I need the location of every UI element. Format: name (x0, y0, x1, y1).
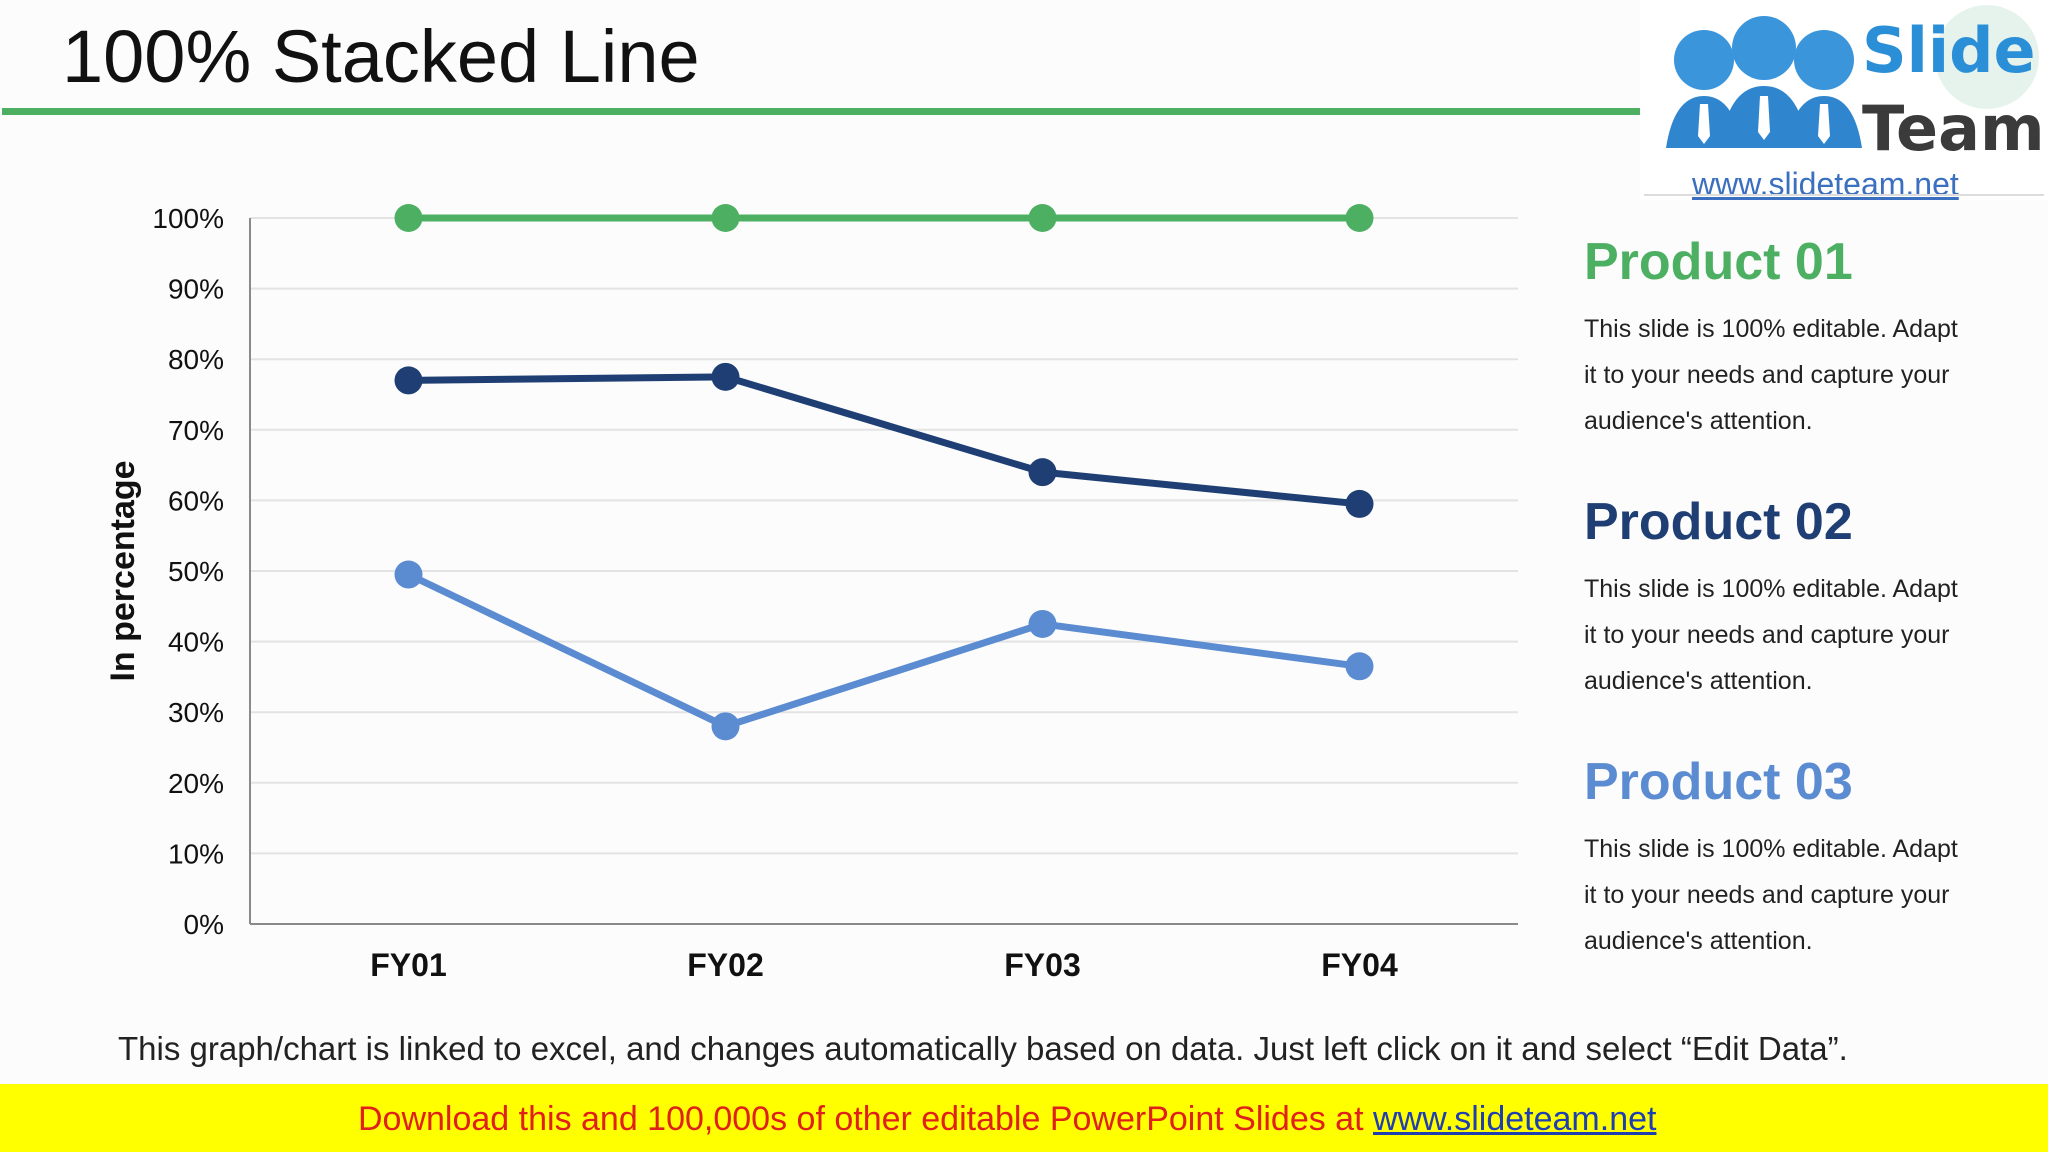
product-02-desc-line-3: audience's attention. (1584, 658, 2024, 704)
product-02-desc-line-1: This slide is 100% editable. Adapt (1584, 566, 2024, 612)
series-2 (395, 363, 1374, 518)
y-tick-label: 40% (168, 627, 224, 658)
product-03-desc-line-2: it to your needs and capture your (1584, 872, 2024, 918)
slideteam-logo: Slide Team www.slideteam.net (1640, 0, 2048, 200)
data-point[interactable] (395, 204, 423, 232)
stacked-line-chart[interactable]: 0%10%20%30%40%50%60%70%80%90%100% FY01 FY… (0, 0, 1560, 1010)
series-1 (395, 204, 1374, 232)
series-3 (395, 561, 1374, 741)
product-03-description: This slide is 100% editable. Adapt it to… (1584, 826, 2024, 964)
y-tick-label: 90% (168, 274, 224, 305)
data-point[interactable] (1346, 652, 1374, 680)
data-point[interactable] (395, 561, 423, 589)
y-tick-labels: 0% 10% 20% 30% 40% 50% 60% 70% 80% 90% 100% (152, 203, 224, 940)
product-03-title: Product 03 (1584, 752, 1853, 812)
data-point[interactable] (712, 204, 740, 232)
logo-url-link[interactable]: www.slideteam.net (1692, 166, 1959, 203)
data-point[interactable] (1346, 204, 1374, 232)
gridlines (250, 218, 1518, 853)
y-tick-label: 10% (168, 838, 224, 869)
banner-message: Download this and 100,000s of other edit… (358, 1100, 1373, 1138)
data-point[interactable] (712, 712, 740, 740)
data-point[interactable] (1029, 610, 1057, 638)
product-03-desc-line-3: audience's attention. (1584, 918, 2024, 964)
product-03-desc-line-1: This slide is 100% editable. Adapt (1584, 826, 2024, 872)
y-tick-label: 20% (168, 768, 224, 799)
data-point[interactable] (712, 363, 740, 391)
logo-brand-slide: Slide (1862, 14, 2036, 87)
product-01-desc-line-3: audience's attention. (1584, 398, 2024, 444)
x-tick-labels: FY01 FY02 FY03 FY04 (370, 947, 1398, 983)
product-01-description: This slide is 100% editable. Adapt it to… (1584, 306, 2024, 444)
product-02-desc-line-2: it to your needs and capture your (1584, 612, 2024, 658)
x-tick-label: FY01 (370, 947, 446, 983)
series-lines (395, 204, 1374, 740)
data-point[interactable] (1346, 490, 1374, 518)
y-tick-label: 70% (168, 415, 224, 446)
y-tick-label: 60% (168, 485, 224, 516)
product-01-desc-line-2: it to your needs and capture your (1584, 352, 2024, 398)
series-line (409, 575, 1360, 727)
product-02-description: This slide is 100% editable. Adapt it to… (1584, 566, 2024, 704)
y-tick-label: 80% (168, 344, 224, 375)
product-02-title: Product 02 (1584, 492, 1853, 552)
chart-footnote: This graph/chart is linked to excel, and… (118, 1030, 1848, 1068)
y-tick-label: 50% (168, 556, 224, 587)
logo-divider (1644, 194, 2044, 196)
x-tick-label: FY02 (687, 947, 763, 983)
data-point[interactable] (395, 366, 423, 394)
x-tick-label: FY03 (1004, 947, 1080, 983)
y-axis-label: In percentage (104, 460, 142, 681)
y-tick-label: 100% (152, 203, 224, 234)
series-line (409, 377, 1360, 504)
product-01-desc-line-1: This slide is 100% editable. Adapt (1584, 306, 2024, 352)
y-tick-label: 0% (184, 909, 224, 940)
logo-brand-team: Team (1862, 92, 2045, 165)
data-point[interactable] (1029, 204, 1057, 232)
banner-text: Download this and 100,000s of other edit… (358, 1100, 1656, 1139)
x-tick-label: FY04 (1321, 947, 1398, 983)
data-point[interactable] (1029, 458, 1057, 486)
banner-link[interactable]: www.slideteam.net (1373, 1100, 1656, 1138)
people-icon (1654, 8, 1874, 158)
product-01-title: Product 01 (1584, 232, 1853, 292)
y-tick-label: 30% (168, 697, 224, 728)
